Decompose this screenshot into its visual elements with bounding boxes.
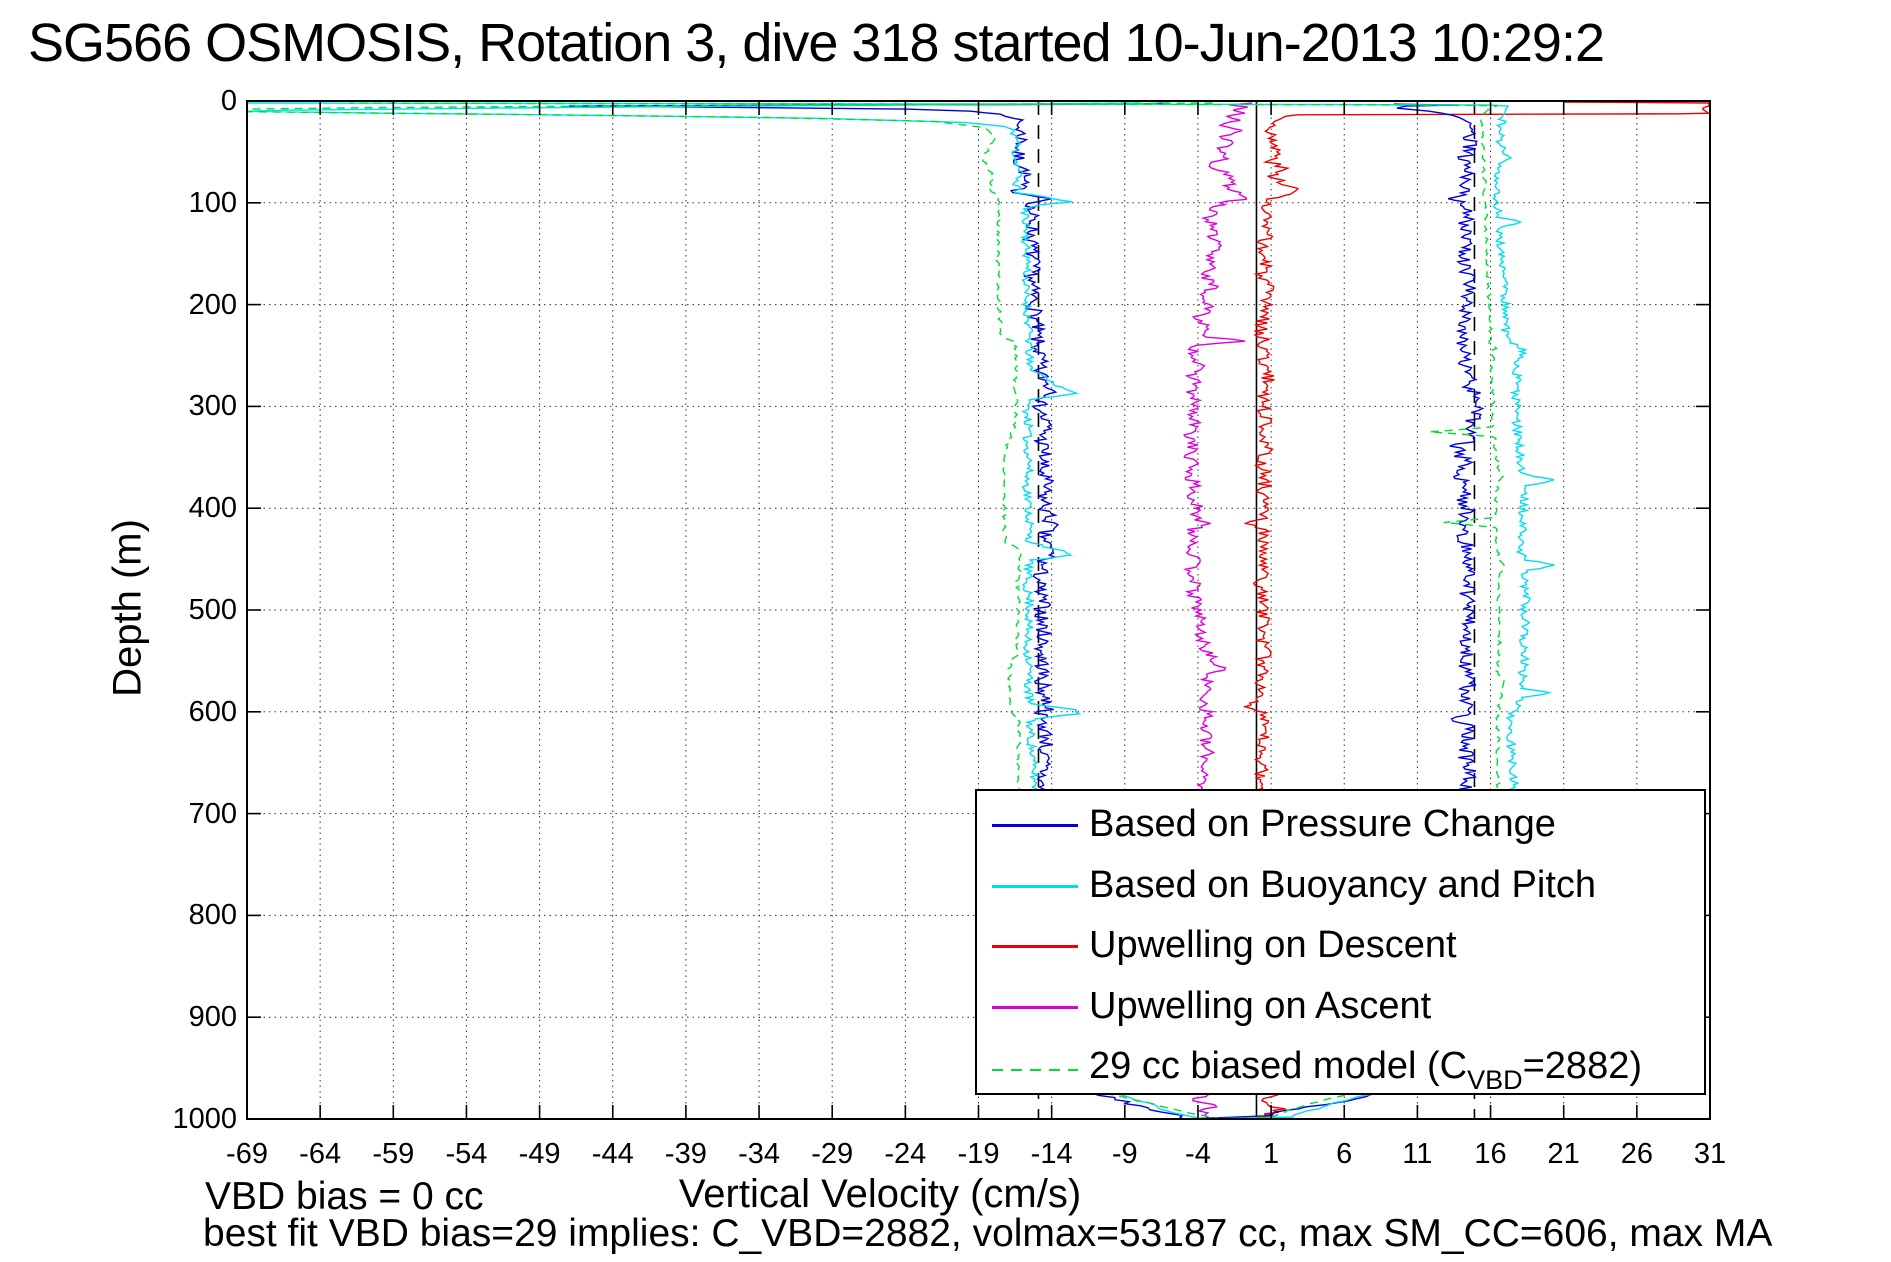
legend-entry: Based on Pressure Change (977, 803, 1704, 846)
x-tick-label: -24 (884, 1138, 927, 1170)
x-tick-label: -9 (1111, 1138, 1138, 1170)
legend-label-text: Upwelling on Descent (1089, 924, 1457, 966)
chart-title: SG566 OSMOSIS, Rotation 3, dive 318 star… (28, 13, 1605, 73)
x-tick-label: -34 (738, 1138, 780, 1170)
tick-marks (246, 100, 1711, 1120)
y-tick-label: 900 (188, 1001, 237, 1034)
legend-line-sample (992, 824, 1078, 827)
best-fit-annotation: best fit VBD bias=29 implies: C_VBD=2882… (203, 1212, 1773, 1255)
x-tick-label: 11 (1402, 1138, 1433, 1170)
y-tick-label: 1000 (172, 1103, 237, 1135)
legend-line-sample (992, 1005, 1078, 1009)
legend-entry: Based on Buoyancy and Pitch (977, 864, 1704, 907)
x-tick-label: 1 (1263, 1138, 1280, 1170)
y-tick-label: 100 (188, 186, 237, 219)
x-tick-label: -4 (1185, 1138, 1211, 1170)
y-tick-label: 0 (220, 85, 237, 117)
x-tick-label: 31 (1693, 1138, 1727, 1170)
legend-label-text: 29 cc biased model (C (1089, 1045, 1468, 1087)
x-tick-label: -19 (957, 1138, 1000, 1170)
legend-label-text: Based on Pressure Change (1089, 803, 1556, 845)
legend-entry-label: Based on Buoyancy and Pitch (1089, 864, 1596, 907)
series-29-cc-biased-model-c-vbd-2882- (247, 102, 1505, 1119)
y-tick-label: 500 (188, 594, 237, 626)
x-tick-label: 21 (1547, 1138, 1580, 1170)
legend-entry: 29 cc biased model (CVBD=2882) (977, 1045, 1704, 1095)
y-tick-label: 200 (188, 288, 237, 321)
x-tick-label: -39 (664, 1138, 707, 1170)
x-tick-label: -59 (372, 1138, 415, 1170)
y-tick-label: 400 (188, 492, 237, 525)
x-tick-label: -49 (518, 1138, 561, 1170)
vbd-bias-annotation: VBD bias = 0 cc (205, 1175, 484, 1218)
legend-entry-label: Upwelling on Descent (1089, 924, 1457, 967)
series-based-on-pressure-change (568, 102, 1485, 1119)
series-based-on-buoyancy-and-pitch (247, 102, 1555, 1119)
x-tick-label: -29 (811, 1138, 854, 1170)
legend-box: Based on Pressure Change Based on Buoyanc… (975, 789, 1706, 1095)
legend-entry-label: Upwelling on Ascent (1089, 985, 1431, 1028)
legend-entry: Upwelling on Descent (977, 924, 1704, 967)
y-tick-label: 700 (188, 797, 237, 830)
legend-line-sample (992, 884, 1078, 888)
x-tick-label: -64 (299, 1138, 342, 1170)
x-tick-label: -69 (226, 1138, 268, 1170)
x-axis-label: Vertical Velocity (cm/s) (678, 1172, 1082, 1216)
x-tick-label: -14 (1030, 1138, 1073, 1170)
legend-label-subscript: VBD (1467, 1065, 1523, 1095)
legend-line-sample (992, 945, 1078, 948)
x-tick-label: 16 (1474, 1138, 1507, 1170)
legend-entry-label: 29 cc biased model (CVBD=2882) (1089, 1045, 1642, 1096)
x-tick-label: -44 (591, 1138, 634, 1170)
y-tick-label: 600 (188, 695, 237, 728)
legend-entry-label: Based on Pressure Change (1089, 803, 1556, 846)
legend-label-suffix: =2882) (1522, 1045, 1642, 1087)
y-tick-label: 800 (188, 899, 237, 932)
x-tick-label: 26 (1620, 1138, 1653, 1170)
legend-line-sample (992, 1069, 1078, 1071)
legend-label-text: Based on Buoyancy and Pitch (1089, 863, 1597, 906)
legend-entry: Upwelling on Ascent (977, 985, 1704, 1028)
y-tick-label: 300 (188, 390, 237, 423)
x-tick-label: -54 (445, 1138, 488, 1170)
legend-label-text: Upwelling on Ascent (1089, 984, 1432, 1027)
x-tick-label: 6 (1336, 1138, 1353, 1170)
